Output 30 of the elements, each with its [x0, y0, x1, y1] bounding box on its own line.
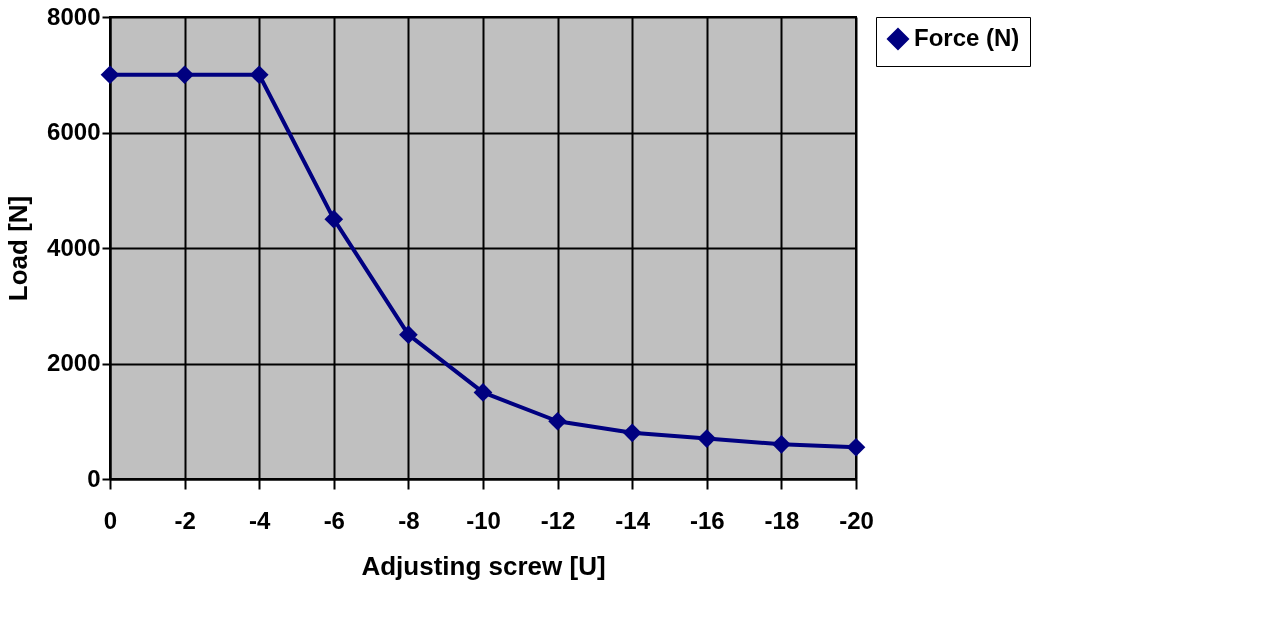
y-tick-label: 4000 — [47, 233, 101, 261]
point — [473, 383, 493, 402]
y-tick-label: 0 — [87, 464, 101, 492]
x-tick-label: -20 — [839, 506, 874, 534]
x-tick-label: -14 — [615, 506, 651, 534]
point — [249, 65, 269, 85]
x-axis-title: Adjusting screw [U] — [361, 550, 606, 581]
y-tick-label: 6000 — [47, 118, 101, 145]
point — [697, 429, 717, 448]
x-tick-label: -18 — [764, 506, 800, 534]
x-tick-label: -8 — [398, 506, 420, 534]
y-axis-title: Load [N] — [3, 195, 34, 302]
x-tick-label: 0 — [103, 506, 118, 534]
y-tick-label: 8000 — [47, 2, 101, 30]
point — [399, 325, 418, 344]
point — [846, 437, 866, 457]
point — [324, 209, 344, 229]
legend-label: Force (N) — [914, 24, 1020, 51]
point — [772, 435, 791, 454]
point — [100, 65, 120, 85]
x-tick-label: -4 — [249, 506, 272, 534]
point — [175, 65, 194, 85]
y-tick-label: 2000 — [47, 349, 101, 376]
x-tick-label: -6 — [323, 506, 345, 534]
x-tick-label: -16 — [689, 506, 725, 534]
x-tick-label: -2 — [174, 506, 196, 534]
point — [548, 411, 567, 431]
x-tick-label: -12 — [540, 506, 576, 534]
x-tick-label: -10 — [466, 506, 501, 534]
point — [622, 423, 642, 443]
